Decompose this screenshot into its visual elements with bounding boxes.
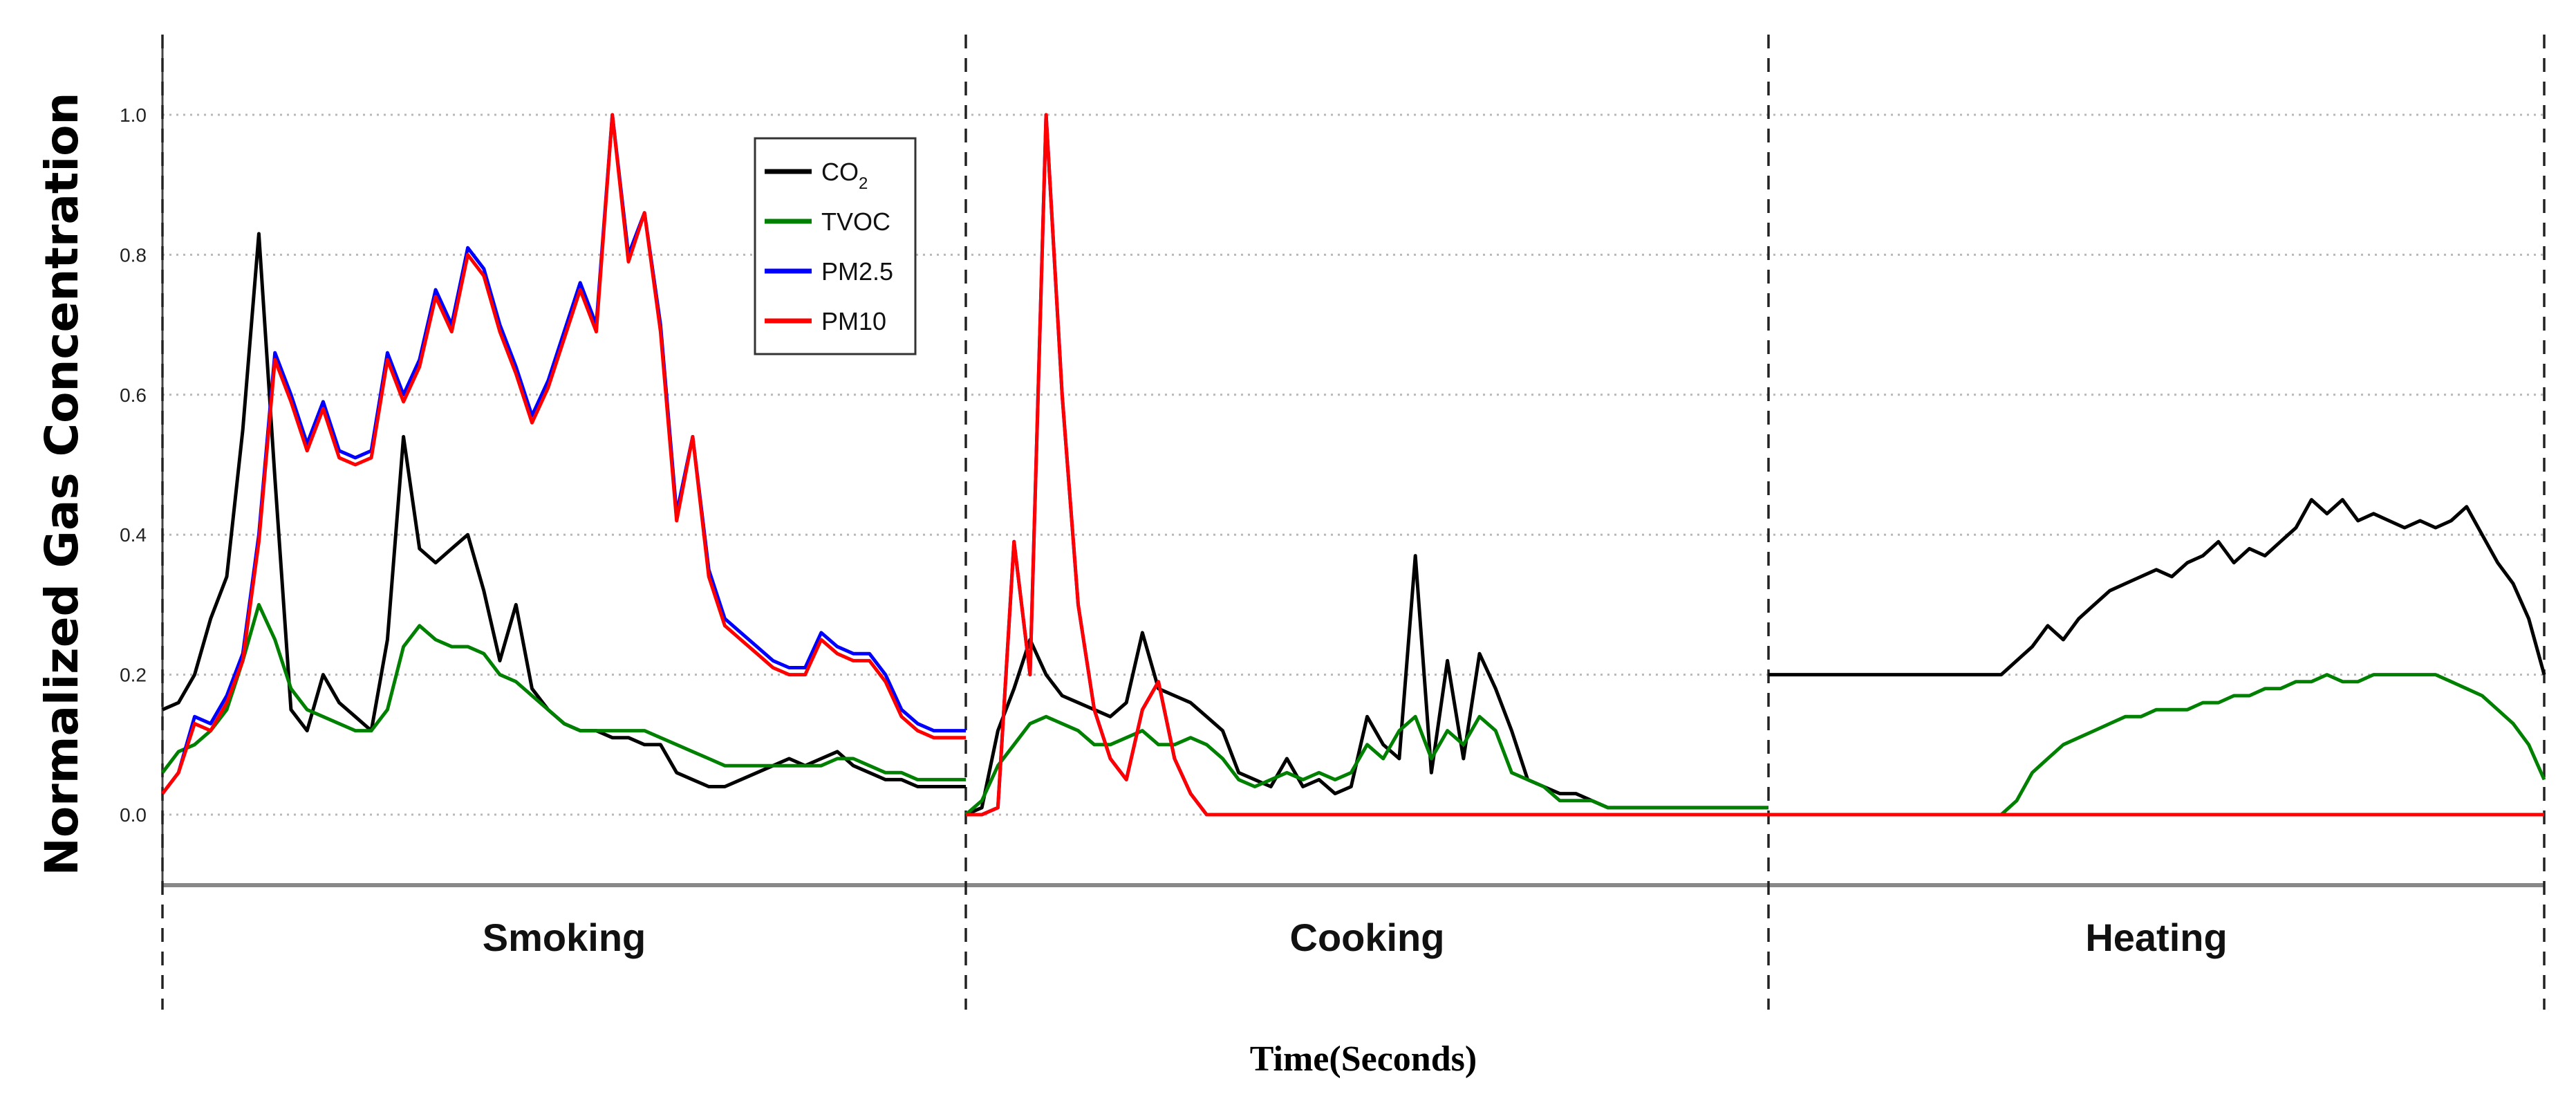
y-tick-label: 0.6 (120, 384, 147, 406)
y-axis-label: Normalized Gas Concentration (35, 93, 88, 876)
panel-1 (964, 113, 1768, 817)
series-line (1768, 673, 2546, 817)
legend-label: PM2.5 (821, 257, 893, 286)
legend-subscript: 2 (859, 174, 868, 193)
axes (161, 35, 2546, 1010)
series (161, 113, 2546, 817)
panel-label: Smoking (483, 916, 646, 959)
panel-label: Cooking (1290, 916, 1445, 959)
panel-label: Heating (2085, 916, 2227, 959)
series-line (964, 714, 1768, 816)
y-tick-label: 1.0 (120, 104, 147, 126)
series-line (161, 113, 966, 795)
y-tick-label: 0.8 (120, 244, 147, 266)
labels: 0.0 0.2 0.4 0.6 0.8 1.0 Smoking Cooking Heating (120, 104, 2228, 959)
panel-0 (161, 113, 966, 795)
legend-label: TVOC (821, 207, 890, 236)
panel-2 (1768, 498, 2546, 817)
y-tick-label: 0.2 (120, 665, 147, 686)
series-line (965, 554, 1768, 817)
y-tick-label: 0.0 (120, 804, 147, 826)
x-axis-label: Time(Seconds) (1250, 1039, 1477, 1079)
series-line (161, 602, 966, 781)
y-tick-label: 0.4 (120, 524, 147, 546)
series-line (1768, 498, 2546, 677)
series-line (161, 113, 966, 795)
legend-box (754, 137, 917, 355)
series-line (966, 113, 1768, 817)
series-line (966, 113, 1768, 817)
legend-label: PM10 (821, 307, 886, 335)
